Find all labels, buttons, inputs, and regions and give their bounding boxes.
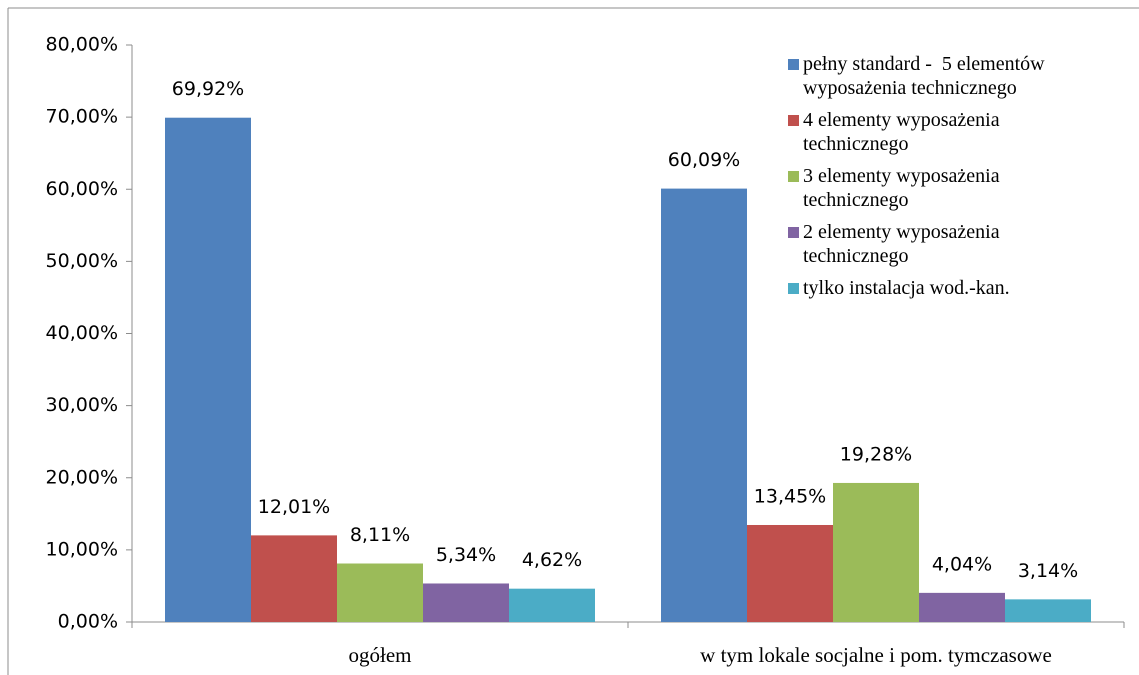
- value-label: 4,62%: [522, 549, 582, 571]
- value-label: 69,92%: [172, 78, 244, 100]
- y-tick-label: 0,00%: [58, 611, 118, 633]
- value-label: 8,11%: [350, 524, 410, 546]
- y-tick-label: 60,00%: [46, 178, 118, 200]
- legend-entry: 4 elementy wyposażenia technicznego: [788, 108, 1088, 156]
- value-label: 4,04%: [932, 553, 992, 575]
- legend: pełny standard - 5 elementów wyposażenia…: [788, 52, 1088, 308]
- legend-label: 2 elementy wyposażenia technicznego: [803, 221, 1005, 267]
- legend-label: pełny standard - 5 elementów wyposażenia…: [803, 53, 1050, 99]
- legend-swatch: [788, 227, 799, 238]
- x-tick-label: ogółem: [349, 643, 412, 667]
- bar: [661, 188, 747, 622]
- x-tick-label: w tym lokale socjalne i pom. tymczasowe: [700, 643, 1052, 667]
- y-tick-label: 20,00%: [46, 466, 118, 488]
- bar: [747, 524, 833, 622]
- y-tick-label: 80,00%: [46, 34, 118, 56]
- value-label: 5,34%: [436, 544, 496, 566]
- bar: [337, 563, 423, 622]
- legend-entry: 2 elementy wyposażenia technicznego: [788, 220, 1088, 268]
- bar: [833, 482, 919, 622]
- legend-swatch: [788, 171, 799, 182]
- value-label: 13,45%: [754, 485, 826, 507]
- bar: [165, 117, 251, 623]
- bar: [1005, 599, 1091, 622]
- legend-label: 3 elementy wyposażenia technicznego: [803, 165, 1005, 211]
- y-tick-label: 10,00%: [46, 538, 118, 560]
- legend-label: 4 elementy wyposażenia technicznego: [803, 109, 1005, 155]
- bar: [423, 583, 509, 622]
- bar: [919, 592, 1005, 622]
- legend-entry: pełny standard - 5 elementów wyposażenia…: [788, 52, 1088, 100]
- legend-swatch: [788, 59, 799, 70]
- y-tick-label: 70,00%: [46, 106, 118, 128]
- value-label: 3,14%: [1018, 560, 1078, 582]
- legend-label: tylko instalacja wod.-kan.: [803, 277, 1010, 299]
- legend-swatch: [788, 115, 799, 126]
- value-label: 60,09%: [668, 149, 740, 171]
- y-tick-label: 30,00%: [46, 394, 118, 416]
- value-label: 12,01%: [258, 496, 330, 518]
- legend-entry: tylko instalacja wod.-kan.: [788, 276, 1088, 300]
- bar: [251, 535, 337, 622]
- legend-entry: 3 elementy wyposażenia technicznego: [788, 164, 1088, 212]
- value-label: 19,28%: [840, 443, 912, 465]
- bar: [509, 588, 595, 622]
- y-tick-label: 40,00%: [46, 322, 118, 344]
- legend-swatch: [788, 283, 799, 294]
- y-tick-label: 50,00%: [46, 250, 118, 272]
